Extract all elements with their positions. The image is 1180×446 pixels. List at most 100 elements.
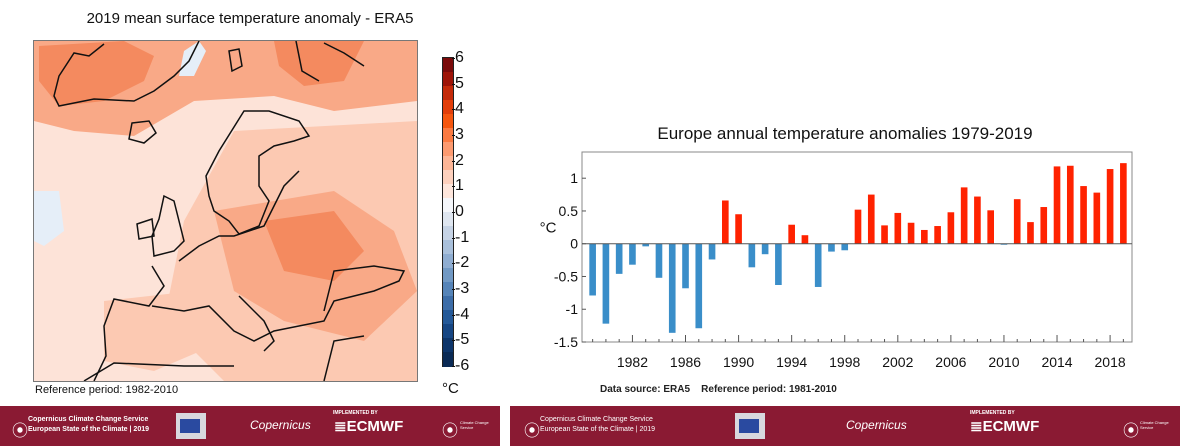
colorbar-label: 6 [455, 49, 464, 66]
colorbar-tick [452, 263, 455, 265]
ecmwf-logo-icon: ≣ECMWF [970, 418, 1040, 435]
bar [748, 243, 756, 268]
colorbar [442, 57, 454, 367]
warm-region-russia [264, 211, 364, 281]
copernicus-logo-icon: Copernicus [250, 418, 311, 432]
bar [934, 226, 941, 244]
plot-frame [581, 151, 1133, 343]
y-tick-label: 0 [570, 236, 578, 252]
c3s-small-logo-text: Climate Change Service [1140, 420, 1169, 430]
x-tick-label: 2014 [1041, 354, 1072, 370]
colorbar-segment [443, 156, 453, 171]
data-source: Data source: ERA5 [600, 384, 691, 395]
colorbar-segment [443, 240, 453, 255]
bar [974, 196, 981, 244]
bar [655, 243, 663, 278]
colorbar-segment [443, 338, 453, 353]
cold-region-atlantic [34, 191, 64, 246]
bar [801, 235, 809, 244]
colorbar-tick [452, 366, 455, 367]
colorbar-tick [452, 160, 455, 162]
bar [1080, 186, 1087, 244]
coast-svalbard [228, 48, 243, 73]
ecmwf-caption: IMPLEMENTED BY [333, 410, 378, 416]
eu-flag-icon [176, 413, 206, 439]
coast-continent [93, 170, 406, 381]
colorbar-tick [452, 58, 455, 59]
colorbar-label: -1 [455, 228, 470, 246]
warm-region-iberia [104, 291, 224, 371]
x-tick-label: 1982 [617, 354, 648, 370]
map-svg [34, 41, 417, 381]
colorbar-segment [443, 296, 453, 311]
colorbar-segment [443, 310, 453, 325]
colorbar-segment [443, 170, 453, 185]
bar [1093, 192, 1101, 244]
data-source-note: Data source: ERA5 Reference period: 1981… [600, 384, 837, 395]
x-tick-label: 2018 [1095, 354, 1126, 370]
bar [921, 229, 928, 244]
coast-uk [151, 194, 185, 257]
map-title: 2019 mean surface temperature anomaly - … [86, 10, 414, 27]
colorbar-segment [443, 184, 453, 199]
europe-anomaly-map [33, 40, 418, 382]
bar-chart: -1.5 -1 -0.5 0 0.5 1 °C 1982 1986 1990 1994 1998 200… [540, 151, 1133, 370]
bar [668, 243, 676, 333]
chart-panel: Europe annual temperature anomalies 1979… [510, 0, 1180, 446]
bar [947, 212, 955, 244]
colorbar-segment [443, 352, 453, 367]
footer-text-right: Copernicus Climate Change Service Europe… [540, 415, 655, 435]
footer-line2: European State of the Climate | 2019 [28, 426, 149, 433]
bar [1053, 166, 1061, 244]
x-tick-label: 2006 [935, 354, 966, 370]
bar [841, 243, 849, 251]
colorbar-segment [443, 114, 453, 129]
bar [722, 200, 729, 244]
panel-gap [500, 0, 510, 446]
bar [708, 243, 716, 260]
colorbar-unit: °C [442, 380, 459, 397]
footer-text-left: Copernicus Climate Change Service Europe… [28, 415, 149, 435]
colorbar-segment [443, 212, 453, 227]
coast-italy [238, 295, 275, 352]
y-tick-label: 0.5 [559, 203, 579, 219]
coast-scandinavia [205, 110, 311, 235]
bar [867, 194, 875, 244]
bar [615, 243, 623, 274]
colorbar-segment [443, 226, 453, 241]
bar [1040, 207, 1048, 244]
map-panel: 2019 mean surface temperature anomaly - … [0, 0, 500, 446]
colorbar-label: -5 [455, 331, 470, 349]
bar [695, 243, 703, 329]
bar [1106, 169, 1114, 244]
footer-left: ⦿ Copernicus Climate Change Service Euro… [0, 406, 500, 446]
bar [881, 225, 888, 244]
ecmwf-logo-text: ECMWF [982, 418, 1040, 435]
coast-greenland [53, 41, 200, 107]
bar [1066, 165, 1074, 244]
colorbar-segment [443, 254, 453, 269]
ecmwf-logo-text: ECMWF [346, 418, 404, 435]
coast-iceland [128, 120, 157, 144]
bar [960, 187, 968, 244]
y-tick-label: -1.5 [554, 334, 578, 350]
colorbar-label: 3 [455, 126, 464, 143]
colorbar-tick [452, 340, 455, 342]
colorbar-tick [452, 135, 455, 136]
footer-right: ⦿ Copernicus Climate Change Service Euro… [510, 406, 1180, 446]
bar [589, 243, 596, 296]
colorbar-segment [443, 58, 453, 73]
x-tick-label: 2002 [882, 354, 913, 370]
cold-region-greenland-east [179, 41, 206, 76]
eu-flag-icon [735, 413, 765, 439]
x-tick-label: 1998 [829, 354, 860, 370]
c3s-small-logo-icon: ⦿ [1123, 423, 1140, 440]
colorbar-tick [452, 109, 455, 111]
y-tick-label: -0.5 [554, 268, 578, 284]
colorbar-label: 0 [455, 203, 464, 220]
colorbar-label: 2 [455, 151, 464, 169]
colorbar-tick [452, 186, 455, 188]
x-tick-label: 2010 [988, 354, 1019, 370]
colorbar-label: -3 [455, 280, 470, 297]
bar [682, 243, 689, 289]
